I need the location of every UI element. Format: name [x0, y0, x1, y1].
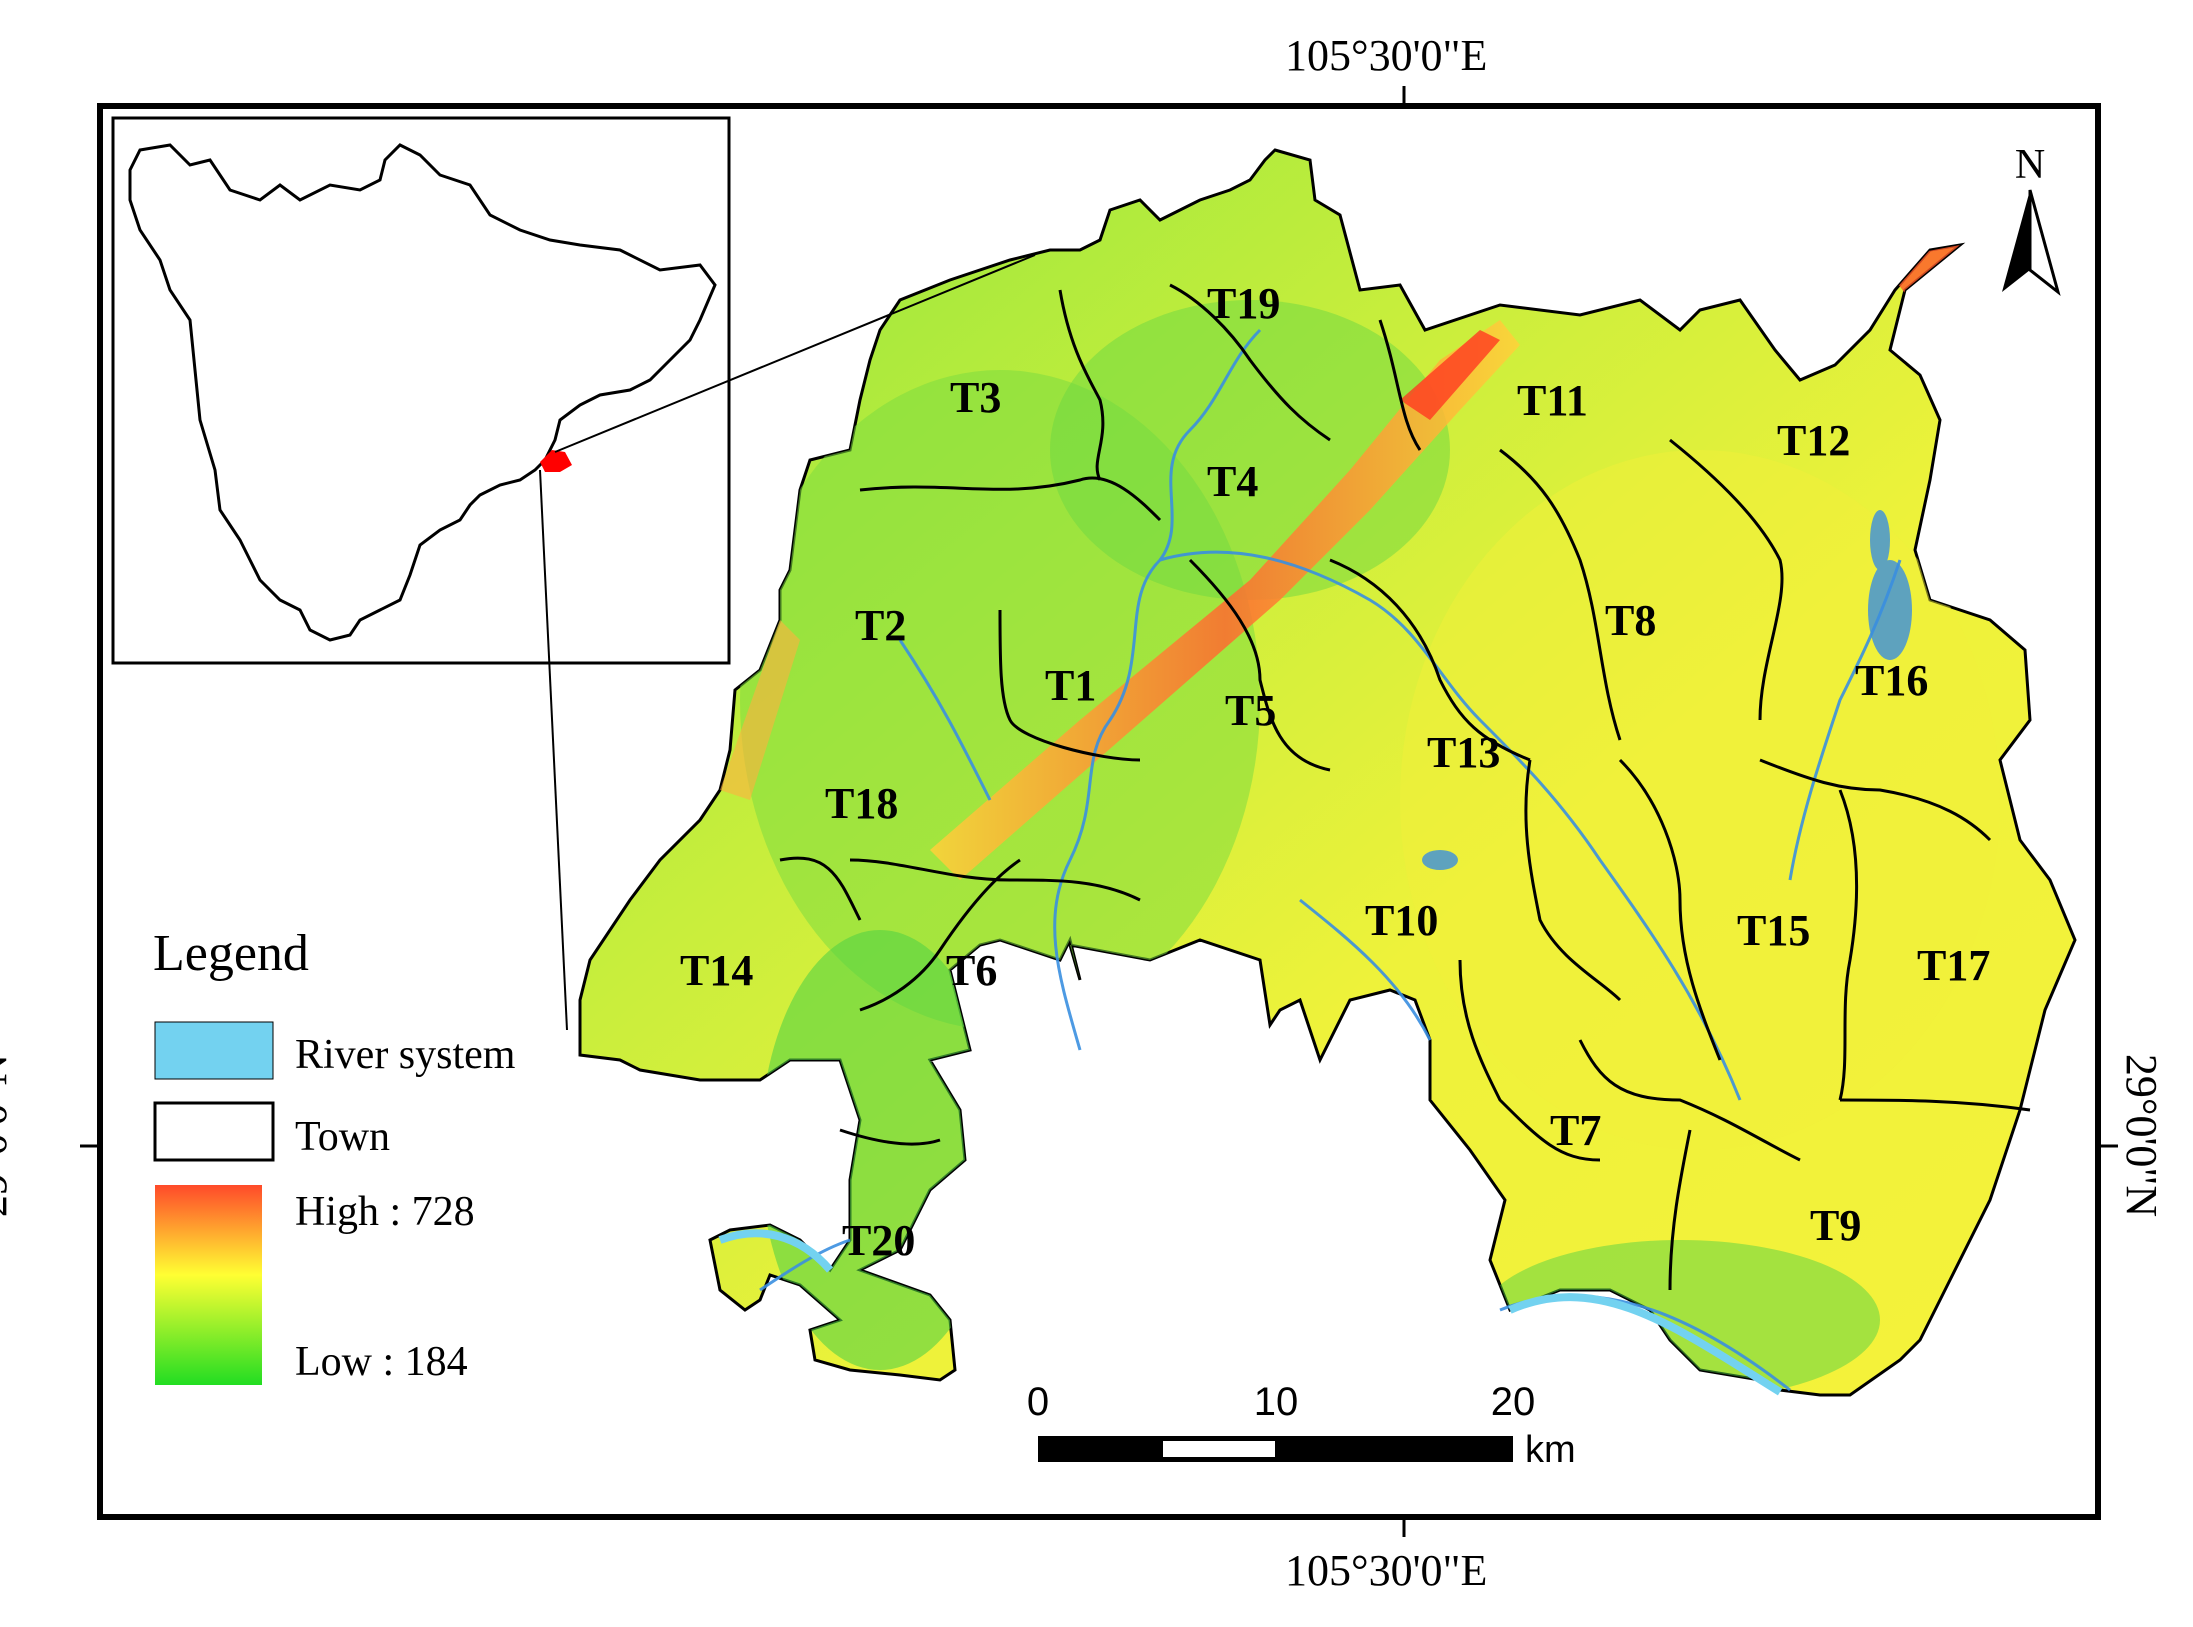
southern-river-bank [1508, 1293, 1783, 1396]
province-outline [128, 143, 717, 642]
town-label-t14: T14 [680, 946, 753, 995]
scale-tick-10: 10 [1254, 1380, 1299, 1424]
town-labels: T1 T2 T3 T4 T5 T6 T7 T8 T9 T10 T11 T12 T… [680, 279, 1990, 1265]
legend: Legend River system Town High : 728 Low … [153, 925, 516, 1385]
town-label-t9: T9 [1810, 1201, 1861, 1250]
town-label-t13: T13 [1427, 728, 1500, 777]
town-label-t12: T12 [1777, 416, 1850, 465]
scale-tick-0: 0 [1027, 1380, 1049, 1424]
north-arrow-icon: N [2002, 142, 2061, 296]
town-label-t10: T10 [1365, 896, 1438, 945]
scale-bar: 0 10 20 km [1027, 1380, 1576, 1471]
legend-title: Legend [153, 925, 309, 982]
town-label-t5: T5 [1225, 686, 1276, 735]
river-lakes [1422, 510, 1912, 870]
inset-connector-top [554, 254, 1036, 453]
top-longitude-label: 105°30'0"E [1285, 31, 1488, 80]
legend-low-label: Low : 184 [295, 1339, 468, 1385]
legend-river-swatch [154, 1021, 274, 1080]
town-label-t1: T1 [1045, 661, 1096, 710]
town-label-t20: T20 [842, 1216, 915, 1265]
legend-river-label: River system [295, 1032, 516, 1078]
scale-unit: km [1525, 1429, 1576, 1471]
inset-connector-bottom [539, 469, 568, 1031]
legend-elevation-ramp [155, 1185, 262, 1385]
town-label-t16: T16 [1855, 656, 1928, 705]
town-label-t3: T3 [950, 373, 1001, 422]
map-frame [97, 103, 2101, 1520]
town-label-t17: T17 [1917, 941, 1990, 990]
town-label-t8: T8 [1605, 596, 1656, 645]
town-label-t6: T6 [946, 946, 997, 995]
inset-study-area [540, 450, 572, 472]
graticule-ticks [80, 86, 2118, 1537]
town-label-t15: T15 [1737, 906, 1810, 955]
north-label: N [2015, 142, 2045, 188]
town-label-t11: T11 [1517, 376, 1588, 425]
town-label-t4: T4 [1207, 457, 1258, 506]
southwest-river-bank [718, 1229, 834, 1273]
town-label-t7: T7 [1550, 1106, 1601, 1155]
town-label-t19: T19 [1207, 279, 1280, 328]
bottom-longitude-label: 105°30'0"E [1285, 1546, 1488, 1595]
legend-high-label: High : 728 [295, 1189, 475, 1235]
town-label-t2: T2 [855, 601, 906, 650]
legend-town-label: Town [295, 1114, 390, 1160]
legend-town-swatch [153, 1101, 275, 1162]
inset-locator-map [111, 116, 1036, 1031]
town-label-t18: T18 [825, 779, 898, 828]
scale-bar-white-segment [1163, 1441, 1275, 1457]
scale-tick-20: 20 [1491, 1380, 1536, 1424]
town-boundaries [779, 283, 2031, 1291]
